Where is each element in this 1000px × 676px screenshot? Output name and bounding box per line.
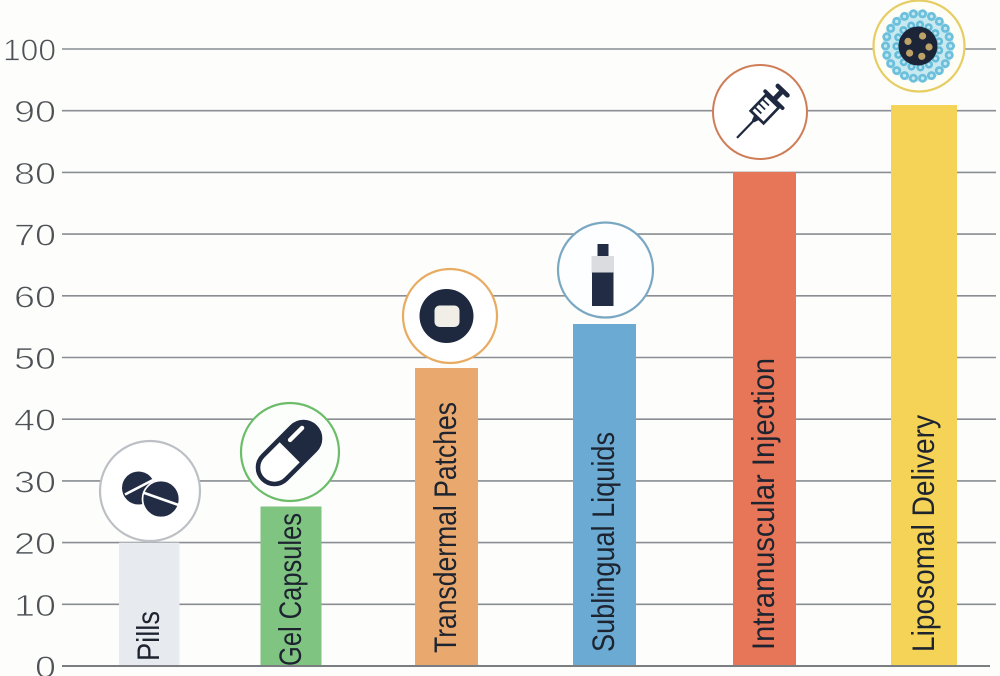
svg-text:50: 50 [14,341,56,376]
svg-text:Liposomal Delivery: Liposomal Delivery [905,415,941,652]
svg-text:80: 80 [14,156,56,191]
svg-text:20: 20 [14,526,56,561]
svg-text:40: 40 [14,403,56,438]
svg-text:Intramuscular Injection: Intramuscular Injection [745,358,781,650]
svg-text:Transdermal Patches: Transdermal Patches [427,402,463,653]
svg-text:70: 70 [14,218,56,253]
svg-text:90: 90 [14,94,56,129]
svg-text:60: 60 [14,279,56,314]
svg-text:Pills: Pills [130,611,166,661]
svg-text:30: 30 [14,464,56,499]
svg-text:Sublingual Liquids: Sublingual Liquids [585,432,621,652]
svg-text:100: 100 [3,33,56,68]
svg-text:10: 10 [14,588,56,623]
svg-text:Gel Capsules: Gel Capsules [272,513,308,666]
svg-text:0: 0 [35,650,56,676]
